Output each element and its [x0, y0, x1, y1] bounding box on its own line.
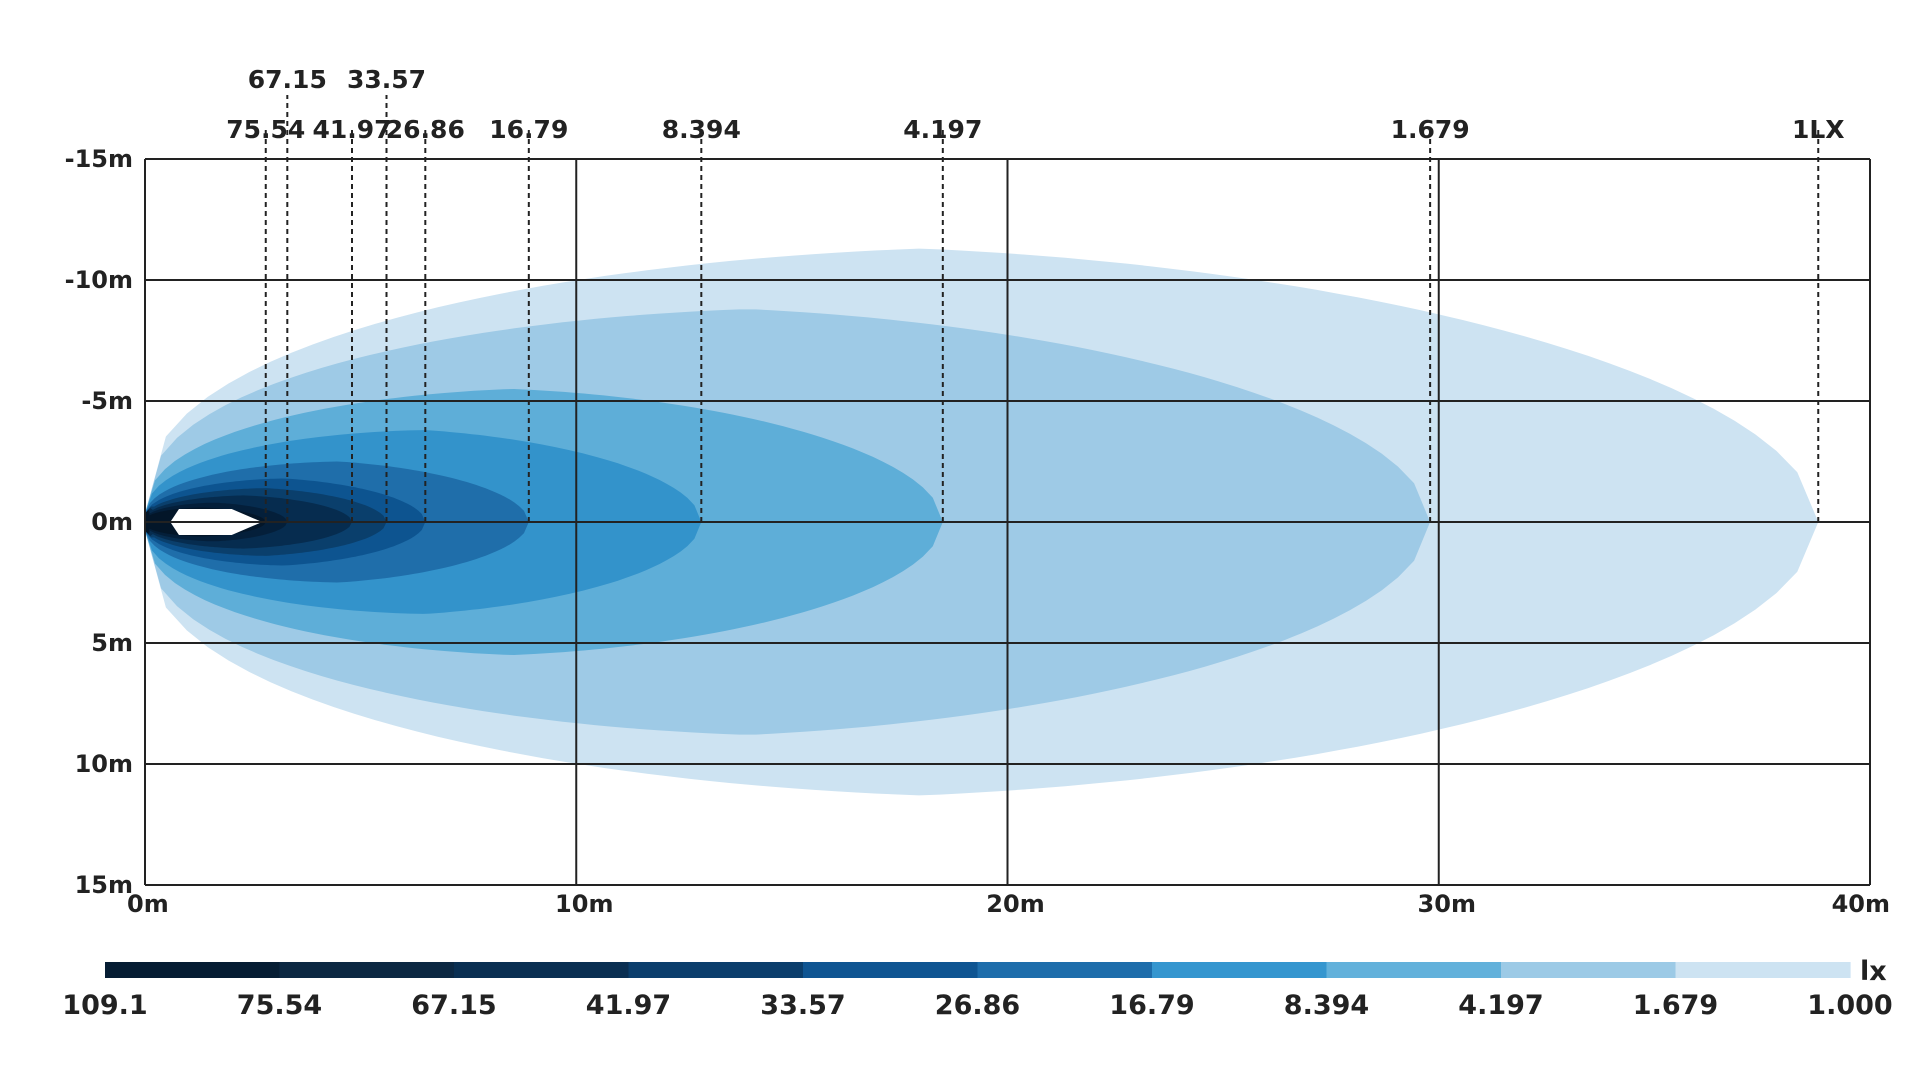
colorbar-segment [803, 962, 979, 978]
colorbar-segment [105, 962, 281, 978]
colorbar-segment [454, 962, 630, 978]
grid [144, 158, 1871, 886]
colorbar-label: 75.54 [237, 990, 322, 1021]
colorbar-segment [1326, 962, 1502, 978]
colorbar-label: 8.394 [1284, 990, 1369, 1021]
colorbar-label: 33.57 [760, 990, 845, 1021]
isolux-label: 1LX [1792, 115, 1845, 144]
y-tick-label: -5m [81, 387, 133, 415]
isolux-label: 33.57 [347, 65, 426, 94]
isolux-label: 1.679 [1391, 115, 1470, 144]
y-tick-label: 5m [91, 629, 133, 657]
isolux-label: 4.197 [903, 115, 982, 144]
colorbar-unit: lx [1860, 956, 1887, 987]
y-tick-label: -15m [65, 145, 133, 173]
isolux-label: 26.86 [386, 115, 465, 144]
isolux-label: 67.15 [248, 65, 327, 94]
isolux-label: 75.54 [226, 115, 305, 144]
isolux-label: 16.79 [489, 115, 568, 144]
colorbar-label: 16.79 [1109, 990, 1194, 1021]
isolux-label: 41.97 [312, 115, 391, 144]
colorbar-segment [1501, 962, 1677, 978]
x-tick-label: 30m [1418, 890, 1476, 918]
y-tick-label: 15m [75, 871, 133, 899]
colorbar-label: 4.197 [1458, 990, 1543, 1021]
y-tick-label: 10m [75, 750, 133, 778]
colorbar-label: 41.97 [586, 990, 671, 1021]
colorbar-segment [1152, 962, 1328, 978]
x-tick-label: 20m [986, 890, 1044, 918]
y-tick-label: 0m [91, 508, 133, 536]
x-tick-label: 40m [1832, 890, 1890, 918]
colorbar-segment [628, 962, 804, 978]
colorbar-segment [977, 962, 1153, 978]
x-tick-label: 10m [555, 890, 613, 918]
colorbar-label: 1.679 [1633, 990, 1718, 1021]
isolux-markers: 1LX 1.679 4.197 8.394 16.79 26.86 33.57 41.97 67… [226, 65, 1845, 522]
isolux-label: 8.394 [662, 115, 741, 144]
colorbar: 109.1 75.54 67.15 41.97 33.57 26.86 16.79 8.394… [62, 956, 1892, 1021]
colorbar-segment [279, 962, 455, 978]
y-tick-label: -10m [65, 266, 133, 294]
colorbar-label: 26.86 [935, 990, 1020, 1021]
colorbar-label: 1.000 [1807, 990, 1892, 1021]
colorbar-segment [1675, 962, 1851, 978]
x-tick-label: 0m [127, 890, 169, 918]
colorbar-label: 67.15 [411, 990, 496, 1021]
colorbar-label: 109.1 [62, 990, 147, 1021]
